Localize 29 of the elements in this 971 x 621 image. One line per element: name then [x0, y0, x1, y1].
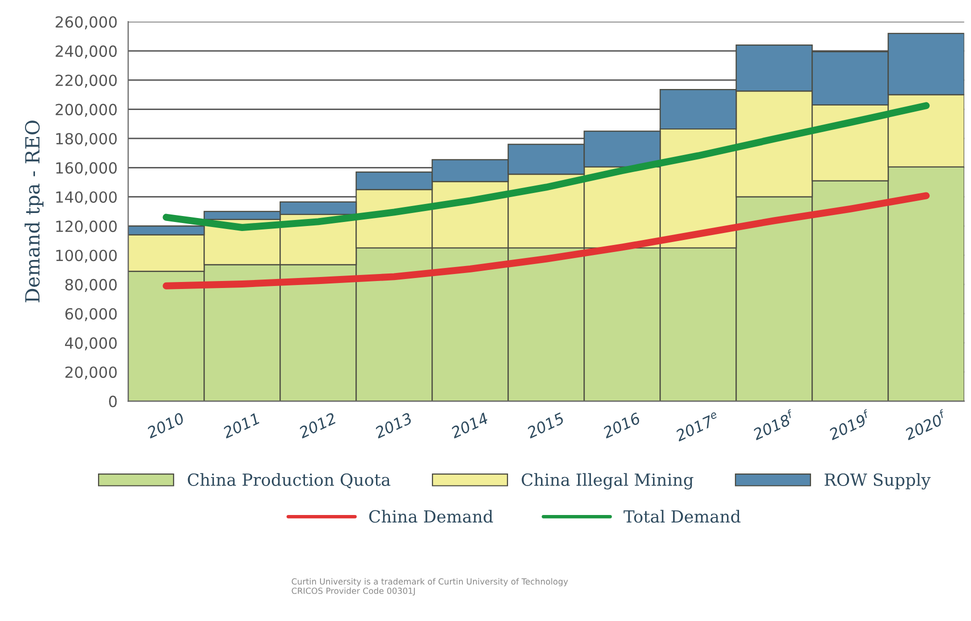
y-tick-label: 60,000 [65, 308, 117, 322]
y-tick-label: 160,000 [56, 162, 117, 176]
y-tick-label: 180,000 [56, 132, 117, 146]
text: Curtin University is a trademark of Curtin University of Technology CRICOS Provider Code 00301J [292, 578, 568, 596]
x-tick-label: 2012 [298, 412, 337, 439]
x-tick-label: 2017$^{e}$ [674, 412, 720, 442]
y-tick-label: 240,000 [56, 45, 117, 58]
y-tick-label: 40,000 [65, 337, 117, 350]
legend-label: China Demand [369, 510, 493, 523]
y-tick-label: 0 [109, 396, 117, 408]
legend-label: ROW Supply [824, 473, 931, 490]
x-tick-label: 2018$^{f}$ [750, 408, 796, 440]
y-tick-label: 120,000 [56, 220, 117, 234]
legend-label: China Illegal Mining [522, 473, 694, 490]
y-tick-label: 140,000 [56, 191, 117, 204]
x-tick-label: 2020$^{f}$ [902, 408, 948, 440]
legend-label: China Production Quota [188, 473, 390, 488]
x-tick-label: 2010 [146, 412, 185, 439]
y-tick-label: 260,000 [56, 16, 117, 30]
legend-label: Total Demand [624, 510, 740, 523]
y-tick-label: 80,000 [65, 278, 117, 292]
y-tick-label: 200,000 [56, 104, 117, 117]
y-axis-title: Demand tpa - REO [24, 120, 44, 302]
y-tick-label: 100,000 [56, 250, 117, 263]
x-tick-label: 2013 [374, 412, 413, 439]
x-tick-label: 2011 [222, 412, 260, 439]
y-tick-label: 20,000 [65, 366, 117, 380]
y-tick-label: 220,000 [56, 74, 117, 88]
x-tick-label: 2019$^{f}$ [826, 408, 872, 440]
